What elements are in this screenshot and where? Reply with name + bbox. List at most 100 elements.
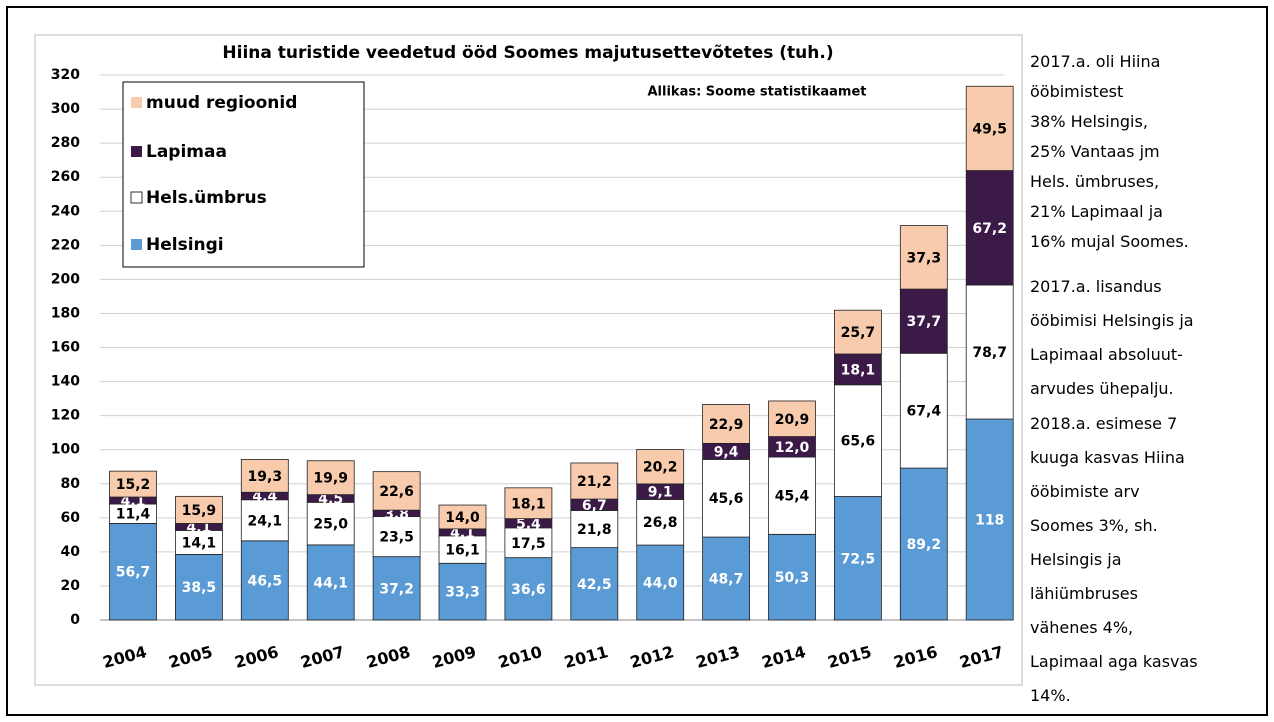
value-label: 36,6 xyxy=(511,582,546,598)
value-label: 19,3 xyxy=(248,469,283,485)
y-tick-label: 180 xyxy=(51,305,80,321)
value-label: 25,7 xyxy=(841,325,876,341)
source-note: Allikas: Soome statistikaamet xyxy=(648,85,867,100)
side-line: 25% Vantaas jm xyxy=(1030,142,1160,161)
bar-segment xyxy=(240,540,289,621)
bar-segment xyxy=(768,400,816,437)
bar-segment xyxy=(504,557,553,621)
value-label: 4,1 xyxy=(121,494,146,510)
bar-segment xyxy=(702,458,750,538)
y-tick-label: 160 xyxy=(51,340,80,356)
legend-box xyxy=(122,81,365,268)
bar-segment xyxy=(306,544,355,621)
value-label: 4,5 xyxy=(318,491,343,507)
y-tick-label: 120 xyxy=(51,408,80,424)
value-label: 67,4 xyxy=(907,404,942,420)
value-label: 37,2 xyxy=(379,581,414,597)
value-label: 44,0 xyxy=(643,576,678,592)
value-label: 4,1 xyxy=(450,525,475,541)
value-label: 50,3 xyxy=(775,570,810,586)
legend-swatch xyxy=(131,97,142,108)
value-label: 45,4 xyxy=(775,489,810,505)
bar-segment xyxy=(109,470,157,498)
side-line: 2017.a. lisandus xyxy=(1030,277,1162,296)
value-label: 72,5 xyxy=(841,551,876,567)
y-tick-label: 100 xyxy=(51,442,80,458)
y-tick-label: 280 xyxy=(51,135,80,151)
value-label: 17,5 xyxy=(511,536,546,552)
bar-segment xyxy=(570,510,619,549)
bar-segment xyxy=(702,403,750,444)
value-label: 65,6 xyxy=(841,434,876,450)
bar-segment xyxy=(438,562,487,621)
y-tick-label: 40 xyxy=(61,544,81,560)
value-label: 15,2 xyxy=(116,477,151,493)
bar-segment xyxy=(899,288,948,354)
bar-segment xyxy=(504,487,553,520)
side-line: 2018.a. esimese 7 xyxy=(1030,414,1178,433)
bar-segment xyxy=(174,495,223,524)
bar-segment xyxy=(570,547,619,621)
bar-segment xyxy=(834,496,882,621)
value-label: 23,5 xyxy=(379,530,414,546)
side-line: lähiümbruses xyxy=(1030,584,1138,603)
legend-label: Hels.ümbrus xyxy=(146,188,267,208)
y-tick-label: 320 xyxy=(51,67,80,83)
y-tick-label: 240 xyxy=(51,203,80,219)
value-label: 20,2 xyxy=(643,460,678,476)
value-label: 26,8 xyxy=(643,515,678,531)
bar-segment xyxy=(240,499,289,542)
legend-swatch xyxy=(131,239,142,250)
value-label: 44,1 xyxy=(313,575,348,591)
y-tick-label: 0 xyxy=(70,612,80,628)
value-label: 49,5 xyxy=(972,121,1007,137)
bar-segment xyxy=(240,458,289,493)
value-label: 22,9 xyxy=(709,417,744,433)
bar-segment xyxy=(834,384,882,497)
value-label: 9,1 xyxy=(648,485,673,501)
side-line: ööbimiste arv xyxy=(1030,482,1140,501)
value-label: 22,6 xyxy=(379,484,414,500)
side-line: 2017.a. oli Hiina xyxy=(1030,52,1161,71)
bar-segment xyxy=(174,554,223,621)
bar-segment xyxy=(372,471,421,511)
bar-segment xyxy=(504,527,553,559)
value-label: 48,7 xyxy=(709,572,744,588)
y-tick-label: 200 xyxy=(51,271,80,287)
bar-segment xyxy=(438,504,487,530)
bar-segment xyxy=(768,456,816,535)
value-label: 4,4 xyxy=(252,489,277,505)
side-line: Lapimaal aga kasvas xyxy=(1030,652,1198,671)
y-tick-label: 220 xyxy=(51,237,80,253)
value-label: 24,1 xyxy=(248,513,283,529)
bar-segment xyxy=(372,556,421,621)
value-label: 25,0 xyxy=(313,517,348,533)
value-label: 45,6 xyxy=(709,491,744,507)
bar-segment xyxy=(702,536,750,621)
value-label: 78,7 xyxy=(972,345,1007,361)
value-label: 16,1 xyxy=(445,543,480,559)
legend-label: Helsingi xyxy=(146,235,224,255)
bar-segment xyxy=(965,418,1014,621)
value-label: 5,4 xyxy=(516,516,541,532)
y-tick-label: 260 xyxy=(51,169,80,185)
y-tick-label: 80 xyxy=(61,476,81,492)
value-label: 56,7 xyxy=(116,565,151,581)
y-tick-label: 140 xyxy=(51,374,80,390)
value-label: 12,0 xyxy=(775,440,810,456)
value-label: 15,9 xyxy=(182,503,217,519)
side-paragraph: 2017.a. lisandus ööbimisi Helsingis ja Lap… xyxy=(1030,270,1194,406)
legend-label: Lapimaa xyxy=(146,142,227,162)
value-label: 42,5 xyxy=(577,577,612,593)
side-paragraph: 2018.a. esimese 7 kuuga kasvas Hiina ööbim… xyxy=(1030,407,1198,713)
value-label: 21,8 xyxy=(577,522,612,538)
side-line: ööbimistest xyxy=(1030,82,1124,101)
bar-segment xyxy=(834,309,882,355)
side-line: Soomes 3%, sh. xyxy=(1030,516,1158,535)
side-line: 38% Helsingis, xyxy=(1030,112,1148,131)
side-line: 16% mujal Soomes. xyxy=(1030,232,1189,251)
value-label: 4,1 xyxy=(186,520,211,536)
side-line: 21% Lapimaal ja xyxy=(1030,202,1163,221)
side-line: Helsingis ja xyxy=(1030,550,1122,569)
bar-segment xyxy=(899,467,948,621)
